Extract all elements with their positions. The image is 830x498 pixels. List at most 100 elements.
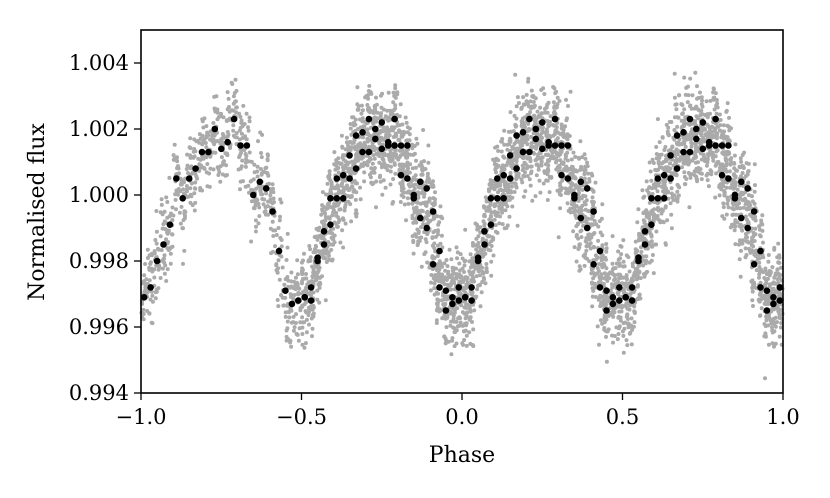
raw-data-point bbox=[595, 266, 600, 270]
raw-data-point bbox=[383, 185, 388, 190]
raw-data-point bbox=[576, 209, 580, 214]
raw-data-point bbox=[693, 152, 698, 157]
raw-data-point bbox=[294, 280, 299, 285]
raw-data-point bbox=[650, 192, 655, 196]
raw-data-point bbox=[428, 218, 433, 223]
raw-data-point bbox=[378, 179, 383, 184]
raw-data-point bbox=[697, 108, 702, 113]
raw-data-point bbox=[564, 97, 568, 102]
raw-data-point bbox=[578, 139, 583, 144]
raw-data-point bbox=[503, 208, 508, 213]
raw-data-point bbox=[316, 275, 321, 280]
raw-data-point bbox=[164, 237, 168, 242]
raw-data-point bbox=[505, 147, 510, 152]
raw-data-point bbox=[226, 96, 231, 101]
binned-data-point bbox=[731, 191, 739, 199]
raw-data-point bbox=[693, 106, 698, 111]
raw-data-point bbox=[326, 250, 331, 255]
raw-data-point bbox=[746, 230, 751, 235]
raw-data-point bbox=[150, 293, 155, 298]
raw-data-point bbox=[323, 256, 328, 261]
raw-data-point bbox=[732, 153, 737, 158]
raw-data-point bbox=[345, 162, 350, 167]
raw-data-point bbox=[348, 202, 353, 207]
binned-data-point bbox=[686, 148, 694, 156]
raw-data-point bbox=[663, 205, 668, 210]
raw-data-point bbox=[718, 162, 723, 167]
binned-data-point bbox=[571, 191, 578, 199]
raw-data-point bbox=[193, 186, 198, 191]
raw-data-point bbox=[427, 196, 432, 201]
raw-data-point bbox=[403, 115, 408, 120]
raw-data-point bbox=[188, 153, 193, 158]
raw-data-point bbox=[764, 280, 769, 285]
raw-data-point bbox=[294, 312, 298, 317]
x-axis-ticks: −1.0 −0.5 0.0 0.5 1.0 bbox=[116, 393, 800, 429]
raw-data-point bbox=[410, 183, 415, 188]
raw-data-point bbox=[364, 162, 369, 167]
raw-data-point bbox=[538, 151, 543, 156]
raw-data-point bbox=[253, 229, 258, 234]
raw-data-point bbox=[622, 287, 626, 292]
raw-data-point bbox=[468, 252, 473, 257]
raw-data-point bbox=[367, 172, 372, 177]
raw-data-point bbox=[624, 253, 629, 258]
raw-data-point bbox=[284, 338, 289, 343]
raw-data-point bbox=[706, 123, 710, 128]
raw-data-point bbox=[338, 189, 343, 194]
binned-data-point bbox=[776, 284, 784, 291]
raw-data-point bbox=[365, 127, 370, 132]
raw-data-point bbox=[150, 321, 155, 326]
raw-data-point bbox=[341, 245, 346, 250]
raw-data-point bbox=[208, 166, 213, 171]
raw-data-point bbox=[480, 269, 485, 274]
raw-data-point bbox=[751, 216, 756, 221]
binned-data-point bbox=[423, 185, 431, 192]
raw-data-point bbox=[616, 304, 621, 309]
raw-data-point bbox=[771, 306, 776, 311]
binned-data-point bbox=[628, 297, 636, 304]
raw-data-point bbox=[501, 178, 506, 183]
raw-data-point bbox=[449, 275, 454, 280]
raw-data-point bbox=[393, 86, 398, 91]
binned-data-point bbox=[346, 152, 353, 159]
raw-data-point bbox=[521, 173, 526, 178]
raw-data-point bbox=[146, 289, 150, 294]
raw-data-point bbox=[449, 319, 453, 324]
raw-data-point bbox=[403, 130, 408, 135]
raw-data-point bbox=[613, 276, 618, 281]
raw-data-point bbox=[526, 76, 531, 81]
raw-data-point bbox=[449, 287, 454, 292]
raw-data-point bbox=[499, 149, 504, 154]
binned-data-point bbox=[160, 241, 167, 248]
raw-data-point bbox=[618, 318, 623, 323]
raw-data-point bbox=[688, 76, 693, 81]
raw-data-point bbox=[168, 245, 173, 250]
raw-data-point bbox=[289, 279, 294, 284]
raw-data-point bbox=[400, 183, 405, 188]
raw-data-point bbox=[392, 161, 397, 166]
binned-data-point bbox=[198, 148, 206, 156]
raw-data-point bbox=[257, 214, 262, 219]
raw-data-point bbox=[764, 318, 769, 323]
raw-data-point bbox=[761, 255, 766, 260]
raw-data-point bbox=[296, 290, 301, 295]
binned-data-point bbox=[442, 287, 450, 295]
raw-data-point bbox=[614, 325, 619, 330]
raw-data-point bbox=[311, 314, 316, 319]
raw-data-point bbox=[699, 95, 704, 100]
raw-data-point bbox=[723, 156, 728, 161]
raw-data-point bbox=[460, 310, 465, 315]
raw-data-point bbox=[461, 329, 466, 334]
raw-data-point bbox=[492, 217, 497, 222]
binned-data-point bbox=[384, 138, 392, 146]
raw-data-point bbox=[642, 236, 647, 241]
raw-data-point bbox=[179, 204, 184, 209]
raw-data-point bbox=[310, 334, 314, 339]
raw-data-point bbox=[698, 90, 702, 95]
raw-data-point bbox=[444, 296, 449, 300]
raw-data-point bbox=[544, 105, 549, 110]
raw-data-point bbox=[513, 181, 517, 186]
binned-data-point bbox=[230, 115, 238, 123]
raw-data-point bbox=[217, 170, 222, 175]
